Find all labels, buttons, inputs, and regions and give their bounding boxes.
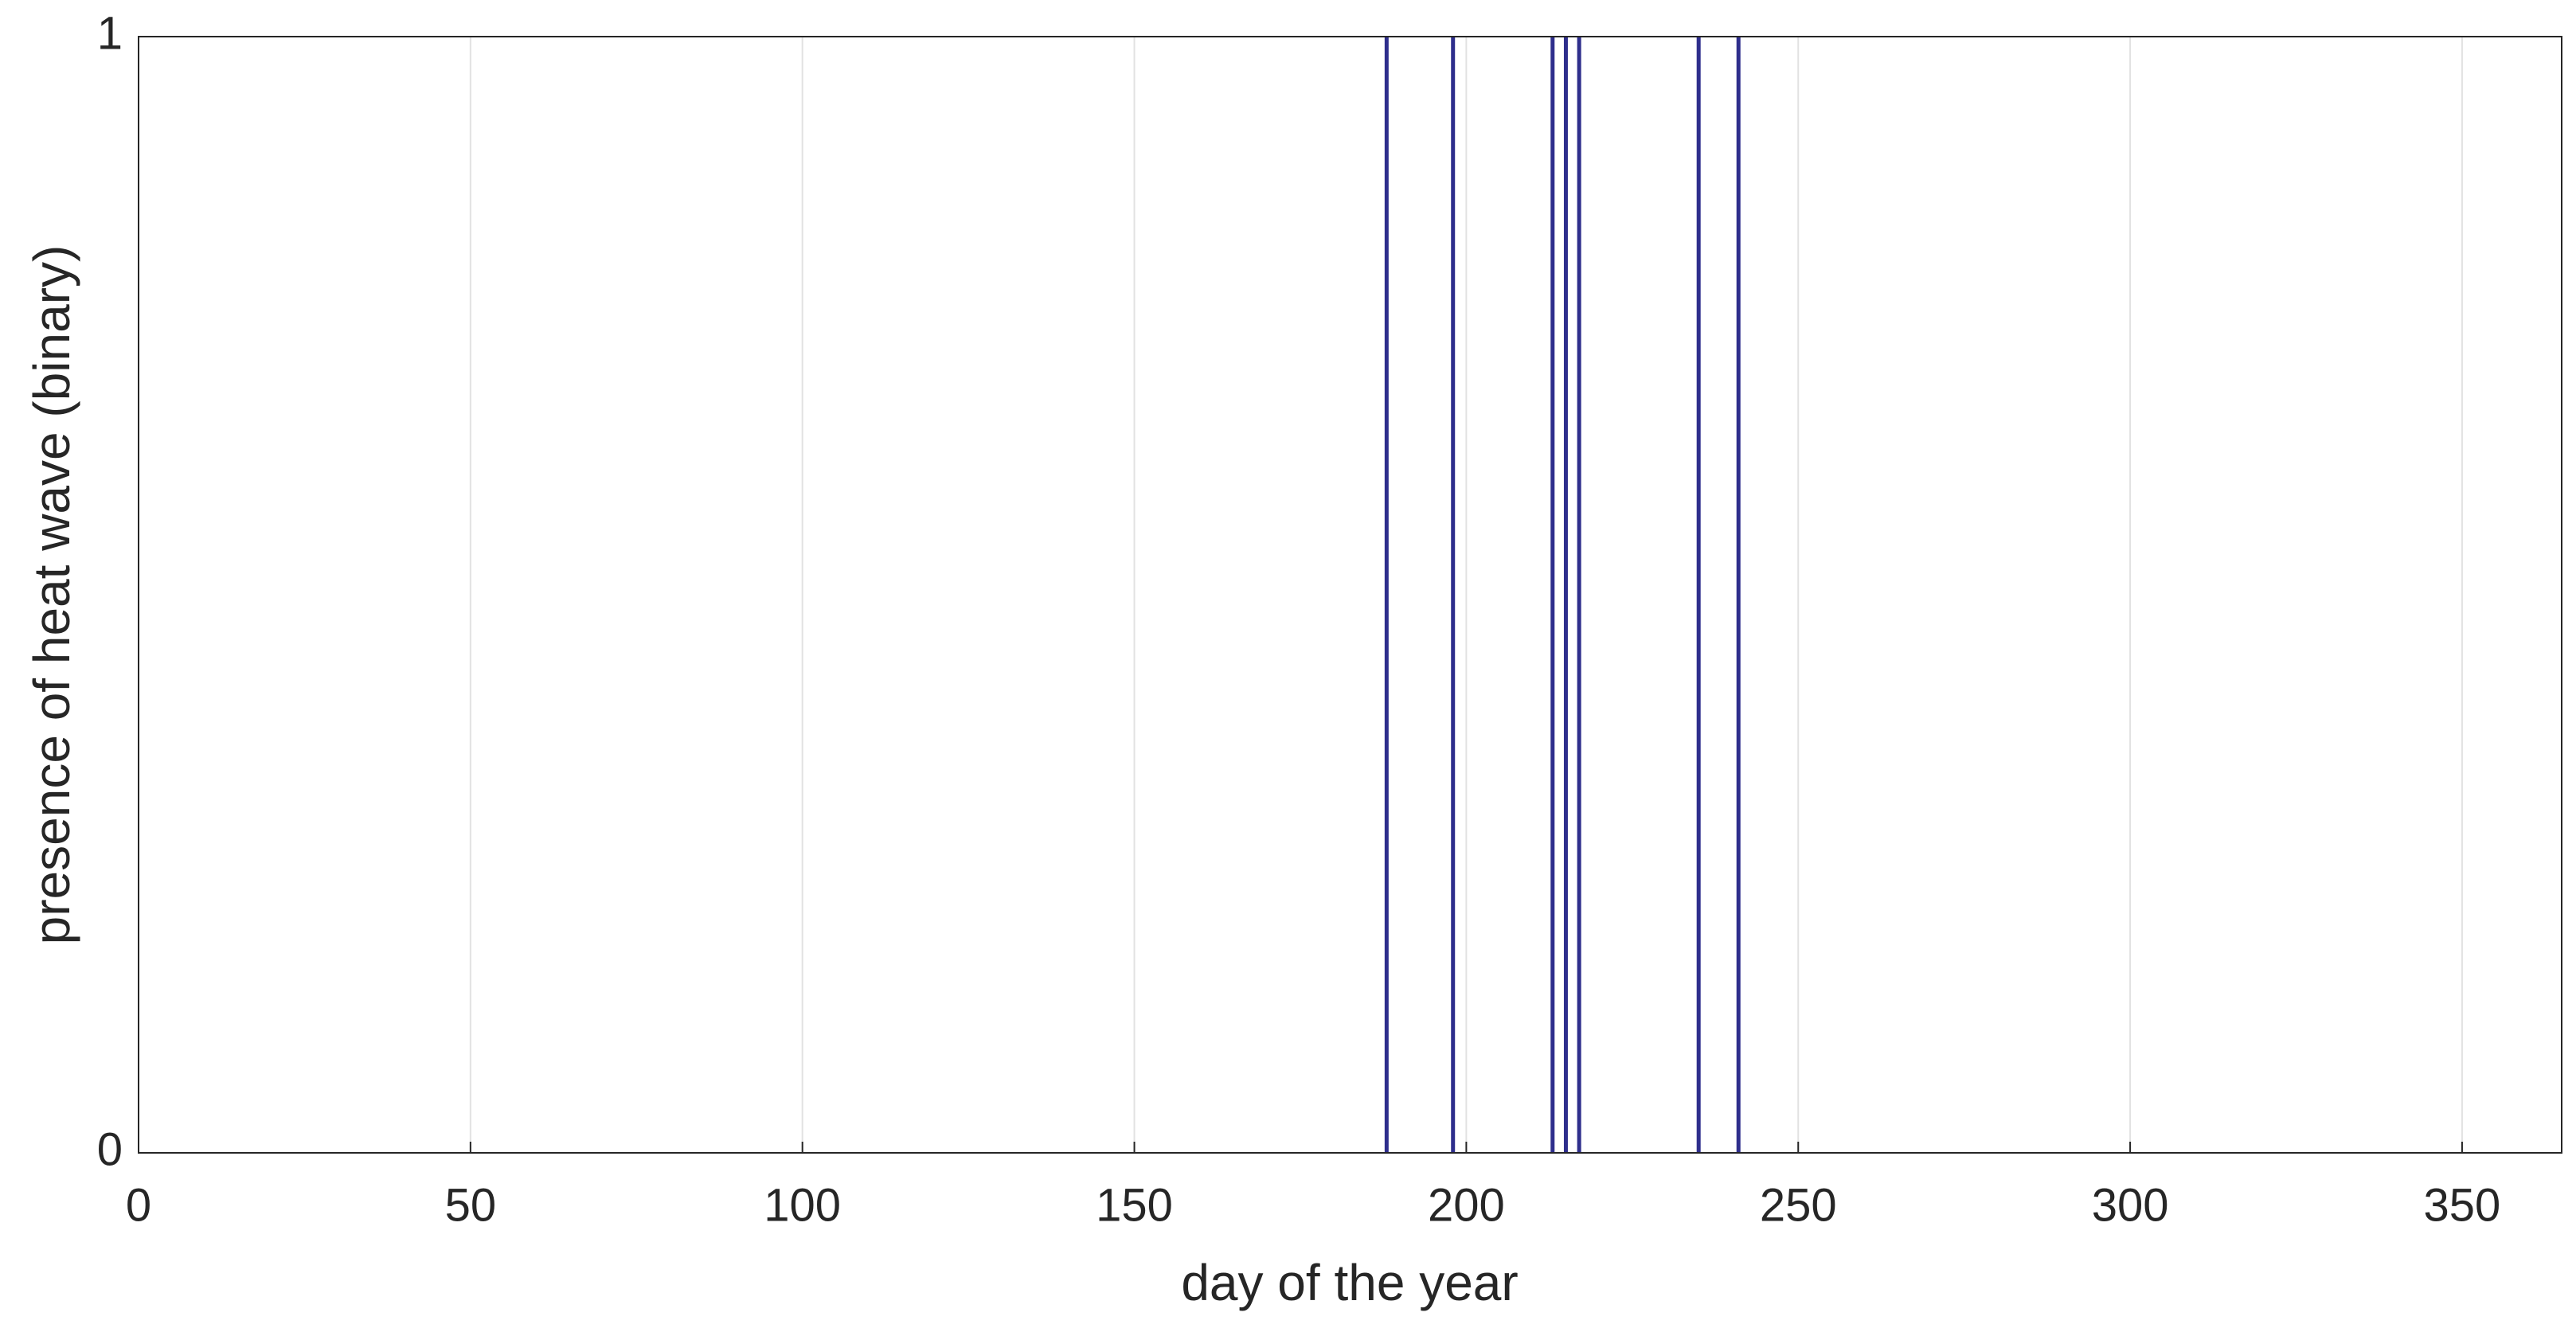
x-tick-label: 0 xyxy=(126,1179,151,1231)
x-tick-label: 300 xyxy=(2092,1179,2169,1231)
axes-box xyxy=(138,36,2562,1154)
x-tick-label: 100 xyxy=(764,1179,841,1231)
y-axis-label: presence of heat wave (binary) xyxy=(23,245,80,945)
y-tick-label: 0 xyxy=(97,1123,123,1175)
x-tick-label: 350 xyxy=(2424,1179,2501,1231)
x-axis-label: day of the year xyxy=(1181,1254,1518,1311)
x-tick-label: 50 xyxy=(445,1179,497,1231)
x-tick-label: 150 xyxy=(1096,1179,1173,1231)
x-tick-label: 200 xyxy=(1428,1179,1505,1231)
x-tick-label: 250 xyxy=(1760,1179,1837,1231)
plot-area xyxy=(139,37,2562,1153)
y-tick-label: 1 xyxy=(97,7,123,59)
